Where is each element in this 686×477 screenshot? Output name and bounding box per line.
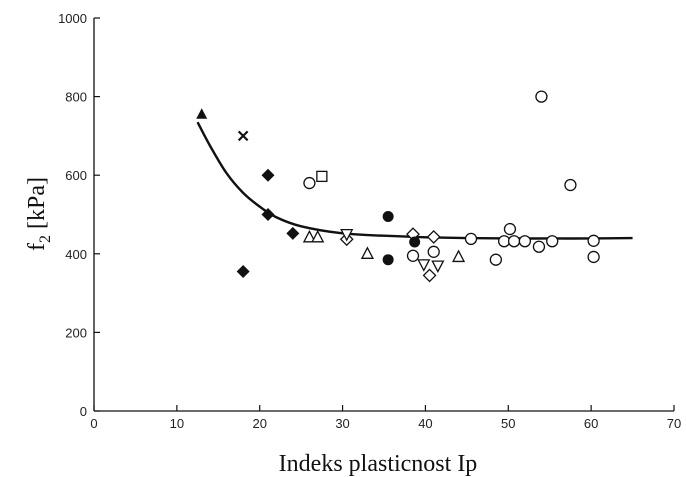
filled-diamond-marker [236,264,250,278]
filled-triangle-marker [196,108,208,119]
open-diamond-marker [426,229,441,244]
filled-diamond-marker [286,226,300,240]
open-circle-marker [489,253,503,266]
open-square-marker [316,170,328,183]
x-axis-title: Indeks plasticnost Ip [279,451,478,477]
open-circle-marker [507,235,521,248]
open-circle-marker [427,245,440,258]
open-circle-marker [406,249,420,262]
open-diamond-marker [422,268,437,283]
y-tick-label: 400 [65,247,87,262]
x-tick-label: 10 [170,416,184,431]
open-triangle-marker [360,246,375,259]
open-circle-marker [587,234,600,247]
open-circle-marker [535,90,548,103]
markers [196,90,600,283]
x-tick-label: 60 [584,416,598,431]
open-circle-marker [464,232,478,246]
open-circle-marker [532,240,546,253]
filled-diamond-marker [261,208,275,221]
x-tick-label: 50 [501,416,515,431]
x-tick-label: 30 [335,416,349,431]
open-circle-marker [303,176,316,190]
open-circle-marker [564,178,577,192]
axes [93,18,674,412]
open-circle-marker [503,222,517,236]
x-marker [237,130,249,142]
x-marker-stroke [237,130,249,142]
filled-circle-marker [382,210,394,222]
open-circle-marker [587,250,600,264]
y-ticks: 0 200 400 600 800 1000 [58,11,100,419]
open-triangle-marker [311,229,325,243]
open-down-triangle-marker [417,259,431,272]
y-axis-title: f2 [kPa] [24,177,54,251]
open-down-triangle-marker [431,260,445,273]
y-tick-label: 600 [65,168,87,183]
y-tick-label: 1000 [58,11,87,26]
y-axis-title-subscript: 2 [37,235,54,243]
open-triangle-marker [451,249,466,263]
filled-circle-marker [382,254,394,266]
x-ticks: 0 10 20 30 40 50 60 70 [90,405,681,431]
y-axis-title-unit: [kPa] [24,177,50,235]
y-axis-title-main: f [24,243,50,251]
x-tick-label: 0 [90,416,97,431]
y-tick-label: 200 [65,325,87,340]
open-triangle-marker [302,229,317,243]
y-tick-label: 800 [65,90,87,105]
open-circle-marker [546,235,559,248]
y-tick-label: 0 [80,404,87,419]
open-down-triangle-marker [340,228,354,242]
x-tick-label: 40 [418,416,432,431]
x-tick-label: 70 [667,416,681,431]
open-circle-marker [518,235,532,248]
x-tick-label: 20 [252,416,266,431]
filled-circle-marker [409,236,421,248]
filled-diamond-marker [261,168,275,182]
